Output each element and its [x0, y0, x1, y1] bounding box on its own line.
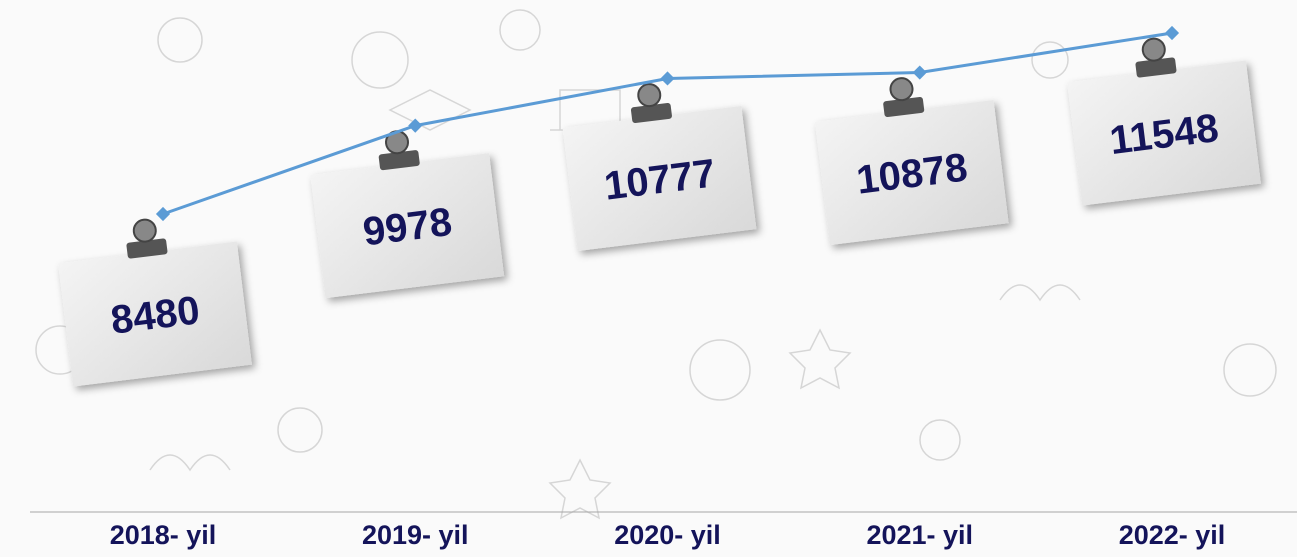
value-label: 8480 — [108, 288, 202, 343]
note: 10878 — [814, 77, 1009, 246]
clip — [883, 96, 925, 118]
clip-knob — [889, 77, 914, 102]
point — [912, 65, 927, 80]
note-paper — [1067, 60, 1261, 206]
clip — [630, 102, 672, 124]
point — [660, 71, 675, 86]
x-tick-label: 2022- yil — [1119, 520, 1226, 550]
clip-knob — [1141, 37, 1166, 62]
point — [155, 206, 171, 222]
x-tick-label: 2019- yil — [362, 520, 469, 550]
note-paper — [58, 241, 252, 387]
clip — [378, 150, 420, 171]
note: 9978 — [310, 130, 505, 299]
note-paper — [562, 105, 757, 251]
x-tick-label: 2020- yil — [614, 520, 721, 550]
clip — [1135, 57, 1177, 78]
note: 8480 — [58, 218, 252, 387]
x-tick-label: 2021- yil — [866, 520, 973, 550]
clip-knob — [637, 83, 662, 108]
note-paper — [310, 153, 505, 299]
x-tick-label: 2018- yil — [110, 520, 217, 550]
note: 10777 — [562, 83, 757, 251]
note: 11548 — [1067, 37, 1261, 206]
clip — [126, 238, 168, 259]
point — [1164, 25, 1180, 41]
clip-knob — [132, 218, 157, 243]
point — [408, 118, 423, 133]
note-paper — [814, 100, 1009, 246]
value-label: 9978 — [361, 200, 455, 255]
